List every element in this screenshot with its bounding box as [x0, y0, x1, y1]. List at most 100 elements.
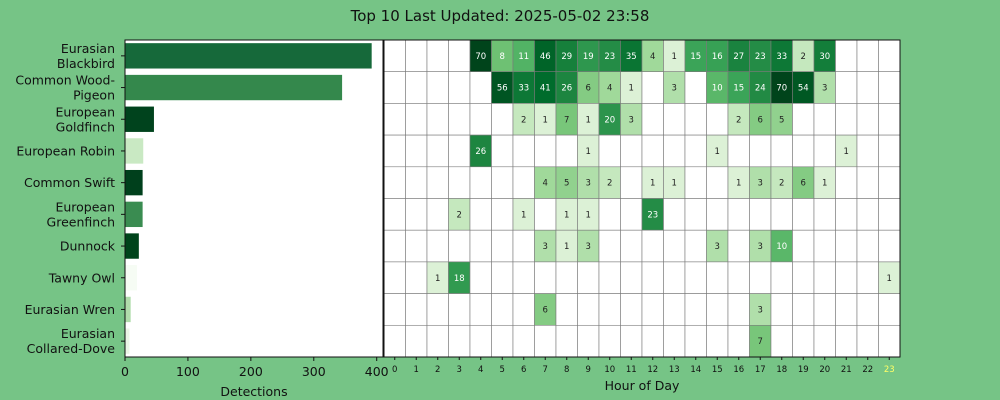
heatmap-cell-label: 3: [758, 179, 763, 189]
heatmap-cell: [448, 134, 471, 168]
heatmap-cell: [835, 261, 858, 294]
heatmap-cell-label: 1: [435, 274, 440, 284]
heatmap-cell: [684, 103, 707, 136]
heatmap-cell: [856, 166, 879, 199]
y-tick-label-line: Eurasian: [61, 41, 115, 56]
heatmap-cell: [749, 198, 772, 231]
heatmap-cell-label: 3: [586, 179, 591, 189]
heatmap-cell: [792, 261, 815, 294]
heatmap-cell-label: 2: [779, 179, 784, 189]
heatmap-cell: [835, 166, 858, 199]
heatmap-cell: [663, 261, 686, 294]
heatmap-cell-label: 8: [500, 52, 505, 62]
heatmap-cell-label: 54: [798, 84, 809, 94]
heatmap-cell-label: 23: [755, 52, 766, 62]
heatmap-cell-label: 15: [690, 52, 701, 62]
heatmap-cell: [663, 198, 686, 231]
heatmap-cell: [620, 261, 643, 294]
heatmap-cell: [641, 324, 664, 358]
y-tick-label: European Goldfinch: [55, 104, 115, 134]
heatmap-cell-label: 27: [733, 52, 744, 62]
hour-tick-label: 3: [457, 365, 462, 375]
heatmap-cell-label: 1: [629, 84, 634, 94]
heatmap-cell: [491, 103, 514, 136]
heatmap-cell-label: 1: [736, 179, 741, 189]
heatmap-cell: [383, 324, 406, 358]
heatmap-cell-label: 15: [733, 84, 744, 94]
heatmap-cell-label: 6: [758, 115, 763, 125]
heatmap-cell-label: 3: [758, 242, 763, 252]
hour-tick-label: 13: [669, 365, 680, 375]
heatmap-cell-label: 20: [604, 115, 615, 125]
hour-tick-label: 18: [776, 365, 787, 375]
heatmap-cell: [878, 103, 901, 136]
heatmap-cell: [555, 134, 578, 168]
x-tick-label: 400: [365, 364, 389, 379]
heatmap-cell: [426, 229, 449, 263]
heatmap-cell-label: 10: [776, 242, 787, 252]
heatmap-cell-label: 3: [822, 84, 827, 94]
heatmap-cell: [577, 293, 600, 326]
heatmap-cell: [405, 324, 428, 358]
heatmap-cell-label: 1: [586, 115, 591, 125]
heatmap-cell: [641, 103, 664, 136]
heatmap-cell: [878, 229, 901, 263]
heatmap-cell: [469, 293, 492, 326]
x-tick-label: 300: [302, 364, 326, 379]
y-tick-label: Eurasian Wren: [25, 302, 115, 317]
heatmap-cell: [512, 134, 535, 168]
heatmap-cell: [383, 166, 406, 199]
heatmap-cell: [448, 293, 471, 326]
heatmap-cell-label: 2: [801, 52, 806, 62]
heatmap-cell-label: 46: [540, 52, 551, 62]
heatmap-cell: [641, 71, 664, 104]
heatmap-cell: [383, 103, 406, 136]
heatmap-cell: [405, 261, 428, 294]
heatmap-cell: [448, 324, 471, 358]
hour-tick-label: 12: [647, 365, 658, 375]
heatmap-cell: [878, 198, 901, 231]
heatmap-cell: [792, 229, 815, 263]
heatmap-cell: [383, 261, 406, 294]
heatmap-cell: [448, 71, 471, 104]
heatmap-cell-label: 7: [758, 337, 763, 347]
heatmap-cell: [727, 293, 750, 326]
heatmap-cell: [426, 103, 449, 136]
heatmap-cell-label: 33: [518, 84, 529, 94]
heatmap-cell-label: 35: [626, 52, 637, 62]
bar: [125, 74, 343, 101]
heatmap-cell: [426, 198, 449, 231]
heatmap-cell: [856, 71, 879, 104]
heatmap-cell: [770, 324, 793, 358]
heatmap-cell-label: 4: [650, 52, 655, 62]
heatmap-cell: [727, 229, 750, 263]
heatmap-cell: [727, 198, 750, 231]
heatmap-cell: [383, 198, 406, 231]
heatmap-cell: [620, 293, 643, 326]
heatmap-cell: [813, 103, 836, 136]
heatmap-cell: [426, 134, 449, 168]
bar: [125, 169, 143, 196]
heatmap-cell-label: 5: [564, 179, 569, 189]
heatmap-cell: [512, 324, 535, 358]
heatmap-cell-label: 29: [561, 52, 572, 62]
hour-tick-label: 14: [690, 365, 701, 375]
x-axis-label: Detections: [220, 384, 287, 399]
heatmap-cell: [706, 198, 729, 231]
heatmap-cell: [706, 324, 729, 358]
heatmap-cell: [426, 71, 449, 104]
heatmap-cell: [727, 261, 750, 294]
hour-tick-label: 5: [500, 365, 505, 375]
y-tick-label: Common Swift: [24, 175, 115, 190]
heatmap-cell: [813, 261, 836, 294]
heatmap-cell: [663, 134, 686, 168]
heatmap-cell: [620, 324, 643, 358]
heatmap-cell: [770, 293, 793, 326]
heatmap-cell: [534, 134, 557, 168]
heatmap-cell: [663, 293, 686, 326]
y-tick-label: Eurasian Collared-Dove: [27, 326, 116, 356]
y-tick-label-line: Common Wood-: [15, 73, 115, 88]
